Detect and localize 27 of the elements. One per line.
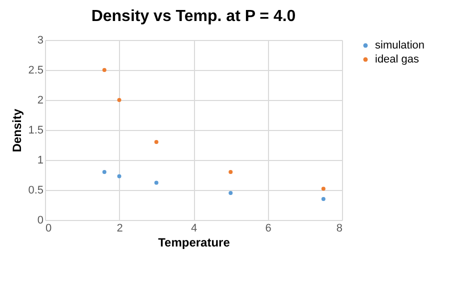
point (228, 191, 233, 195)
point (321, 197, 326, 201)
x-tick-label: 8 (336, 222, 342, 234)
y-tick-label: 1 (37, 154, 44, 166)
point (102, 170, 106, 174)
x-tick-label: 6 (265, 222, 272, 234)
point (117, 174, 122, 178)
legend-label: ideal gas (375, 54, 420, 66)
x-tick-label: 2 (116, 222, 123, 234)
y-axis-title: Density (10, 108, 24, 152)
legend-label: simulation (375, 40, 425, 52)
y-tick-label: 0 (37, 214, 44, 226)
x-tick-label: 0 (46, 222, 52, 234)
point (154, 140, 158, 144)
point (321, 186, 326, 191)
chart-title: Density vs Temp. at P = 4.0 (91, 8, 296, 25)
y-tick-label: 0.5 (28, 184, 44, 196)
point (228, 170, 233, 174)
point (102, 68, 106, 72)
x-axis-title: Temperature (158, 236, 230, 250)
y-tick-label: 2 (37, 94, 44, 106)
point (154, 180, 158, 185)
y-tick-label: 2.5 (28, 64, 44, 76)
point (117, 98, 122, 102)
y-tick-label: 3 (37, 34, 44, 46)
x-tick-label: 4 (190, 222, 198, 234)
y-tick-label: 1.5 (28, 124, 44, 136)
